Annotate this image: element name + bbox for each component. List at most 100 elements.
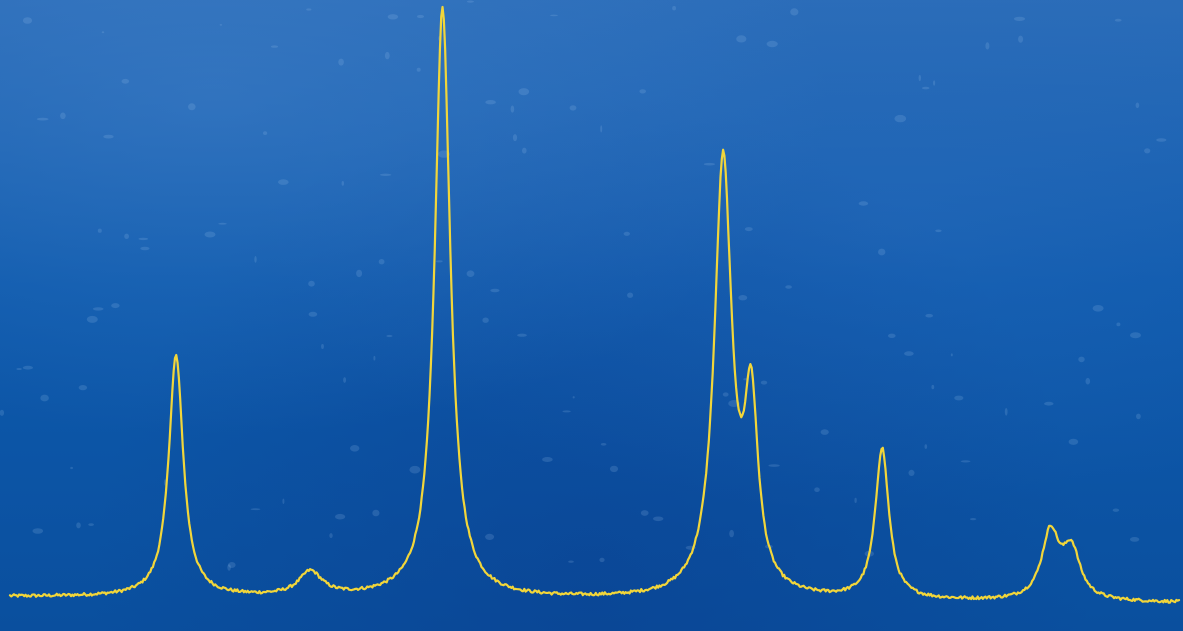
texture-speck (918, 74, 921, 82)
texture-speck (510, 105, 515, 113)
texture-speck (1135, 102, 1140, 109)
texture-speck (140, 246, 150, 251)
texture-speck (263, 131, 268, 136)
texture-speck (138, 237, 149, 241)
texture-speck (568, 560, 574, 563)
texture-speck (599, 557, 605, 563)
texture-speck (250, 508, 261, 511)
texture-speck (1044, 401, 1054, 406)
texture-speck (931, 384, 935, 390)
texture-speck (925, 313, 933, 318)
texture-speck (1156, 138, 1167, 142)
texture-speck (768, 464, 780, 467)
texture-speck (308, 280, 315, 287)
texture-speck (572, 396, 575, 399)
texture-speck (40, 394, 49, 402)
texture-speck (278, 179, 289, 185)
texture-speck (466, 270, 475, 278)
texture-speck (103, 134, 114, 139)
texture-speck (600, 125, 603, 133)
texture-speck (22, 17, 33, 24)
texture-speck (111, 303, 120, 309)
texture-speck (1136, 413, 1141, 420)
texture-speck (335, 513, 346, 520)
texture-speck (60, 112, 66, 120)
texture-speck (1112, 508, 1120, 512)
texture-speck (228, 562, 236, 568)
texture-speck (600, 443, 607, 446)
texture-speck (343, 377, 347, 383)
texture-speck (894, 114, 907, 123)
texture-speck (219, 24, 223, 26)
texture-speck (36, 117, 49, 121)
texture-speck (766, 40, 778, 48)
texture-speck (1144, 148, 1151, 154)
texture-speck (97, 228, 102, 233)
texture-speck (729, 529, 734, 538)
texture-speck (639, 89, 646, 94)
texture-speck (542, 457, 553, 462)
texture-speck (969, 518, 977, 521)
texture-speck (1130, 332, 1141, 339)
texture-speck (814, 487, 820, 493)
texture-speck (1013, 16, 1026, 21)
texture-speck (356, 269, 363, 278)
texture-speck (92, 307, 104, 311)
texture-speck (1129, 537, 1140, 542)
texture-speck (1114, 18, 1122, 22)
texture-speck (1116, 322, 1121, 327)
texture-speck (878, 248, 886, 256)
texture-speck (22, 365, 33, 370)
texture-speck (933, 80, 936, 86)
texture-speck (321, 344, 324, 349)
texture-speck (270, 45, 279, 48)
texture-speck (960, 460, 971, 463)
texture-speck (32, 528, 44, 534)
texture-speck (101, 31, 105, 34)
texture-speck (785, 285, 792, 289)
texture-speck (490, 288, 500, 293)
texture-speck (703, 162, 716, 166)
texture-speck (924, 444, 928, 449)
texture-speck (416, 67, 421, 72)
texture-speck (820, 429, 829, 435)
texture-speck (121, 78, 130, 84)
texture-speck (282, 498, 285, 504)
texture-speck (416, 14, 425, 19)
texture-speck (306, 8, 312, 11)
texture-speck (562, 410, 571, 413)
texture-speck (550, 14, 558, 17)
texture-speck (954, 395, 964, 401)
texture-speck (218, 222, 227, 225)
texture-speck (308, 311, 318, 317)
texture-speck (760, 380, 768, 385)
spectrum-trace-line (8, 5, 1181, 604)
texture-speck (858, 201, 869, 206)
texture-speck (482, 317, 489, 323)
texture-speck (254, 256, 257, 263)
texture-speck (522, 147, 527, 154)
texture-speck (384, 51, 390, 60)
texture-speck (1078, 356, 1085, 363)
texture-speck (435, 260, 443, 263)
texture-speck (908, 469, 915, 476)
texture-speck (653, 516, 664, 522)
texture-speck (888, 333, 896, 338)
texture-speck (922, 86, 930, 90)
texture-speck (485, 533, 495, 541)
texture-speck (86, 315, 98, 323)
texture-speck (1092, 305, 1104, 312)
texture-speck (387, 14, 399, 20)
texture-speck (372, 509, 380, 517)
texture-speck (904, 351, 914, 356)
texture-speck (1004, 408, 1008, 416)
texture-speck (341, 181, 344, 186)
texture-speck (378, 259, 385, 265)
texture-speck (517, 333, 527, 337)
texture-speck (70, 466, 73, 470)
texture-speck (744, 227, 753, 232)
texture-speck (640, 510, 649, 516)
texture-speck (485, 100, 496, 105)
